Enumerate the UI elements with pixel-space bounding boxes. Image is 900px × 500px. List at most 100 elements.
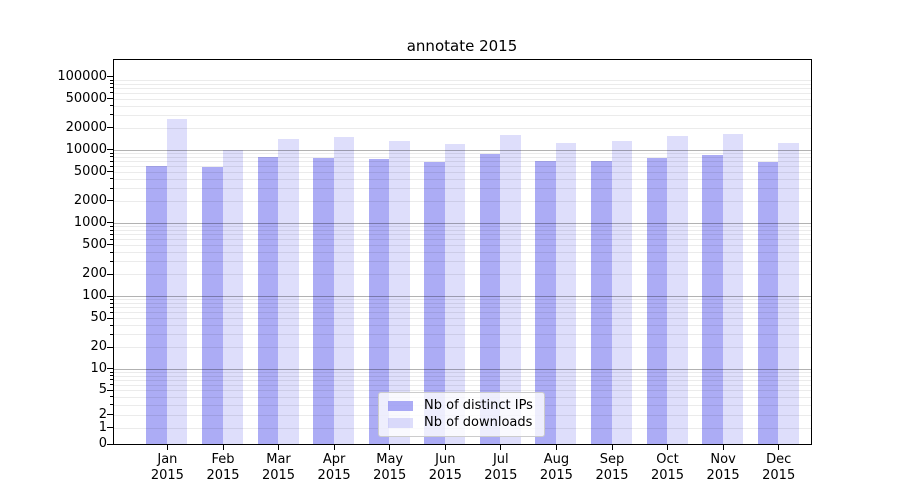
y-minor-tick: [110, 178, 113, 180]
y-axis-tick-label: 200: [82, 266, 107, 281]
y-minor-tick: [110, 251, 113, 253]
bar-downloads: [778, 142, 799, 444]
y-minor-tick: [110, 79, 113, 81]
y-minor-tick: [110, 302, 113, 304]
gridline: [114, 390, 811, 392]
x-axis-tick-label: Oct 2015: [650, 452, 685, 483]
gridline: [114, 296, 811, 297]
y-minor-tick: [110, 379, 113, 381]
x-tick: [611, 445, 613, 450]
bar-downloads: [611, 140, 632, 444]
bar-downloads: [166, 119, 188, 444]
gridline: [114, 379, 811, 381]
y-minor-tick: [110, 233, 113, 235]
gridline: [114, 318, 811, 319]
gridline: [114, 188, 811, 189]
gridline: [114, 347, 811, 349]
bar-distinct-ips: [368, 158, 390, 444]
y-minor-tick: [110, 384, 113, 386]
y-axis-tick-label: 500: [82, 236, 107, 252]
y-minor-tick: [110, 87, 113, 89]
x-axis-tick-label: Feb 2015: [206, 452, 240, 483]
y-minor-tick: [110, 238, 113, 240]
gridline: [114, 127, 811, 129]
gridline: [114, 114, 811, 116]
x-tick: [278, 445, 279, 450]
y-axis-tick-label: 100000: [57, 68, 107, 84]
gridline: [114, 303, 811, 305]
chart-title: annotate 2015: [406, 37, 518, 55]
y-tick: [107, 149, 113, 151]
y-minor-tick: [110, 156, 113, 158]
gridline: [114, 274, 811, 275]
gridline: [114, 105, 811, 107]
plot-area: [113, 59, 812, 445]
bar-distinct-ips: [646, 157, 667, 444]
legend-item-downloads: Nb of downloads: [388, 415, 535, 433]
y-tick: [107, 200, 113, 202]
bar-distinct-ips: [202, 167, 223, 444]
bar-downloads: [389, 141, 410, 444]
y-minor-tick: [110, 160, 113, 162]
gridline: [114, 156, 811, 158]
gridline: [114, 230, 811, 231]
y-axis-tick-label: 20: [90, 339, 107, 355]
y-minor-tick: [110, 298, 113, 300]
y-minor-tick: [110, 306, 113, 308]
bar-downloads: [333, 136, 355, 444]
gridline: [114, 307, 811, 309]
y-tick: [107, 127, 113, 129]
y-tick: [107, 171, 113, 173]
y-minor-tick: [110, 324, 113, 326]
gridline: [114, 161, 811, 163]
x-tick: [222, 445, 224, 450]
x-tick: [444, 445, 446, 450]
gridline: [114, 375, 811, 377]
bar-downloads: [722, 134, 744, 444]
y-axis-tick-label: 10000: [65, 141, 107, 157]
bar-distinct-ips: [757, 161, 779, 444]
gridline: [114, 234, 811, 236]
gridlines: [114, 60, 811, 444]
x-tick: [166, 445, 168, 450]
gridline: [114, 325, 811, 327]
y-axis-tick-label: 100: [82, 288, 107, 303]
y-minor-tick: [110, 83, 113, 85]
x-tick: [333, 445, 335, 450]
gridline: [114, 80, 811, 81]
y-axis-tick-label: 2000: [73, 192, 107, 208]
y-tick: [107, 346, 113, 348]
y-axis-tick-label: 50000: [65, 90, 107, 106]
y-minor-tick: [110, 311, 113, 313]
y-axis-tick-label: 20000: [65, 119, 107, 135]
y-tick: [107, 427, 113, 429]
y-tick: [107, 414, 113, 416]
bar-distinct-ips: [313, 158, 334, 444]
gridline: [114, 166, 811, 167]
legend: Nb of distinct IPs Nb of downloads: [378, 392, 545, 437]
y-axis-tick-label: 5000: [73, 163, 107, 179]
legend-swatch-distinct-ips: [388, 400, 413, 411]
x-tick: [389, 445, 391, 450]
gridline: [114, 98, 811, 100]
y-minor-tick: [110, 187, 113, 189]
y-minor-tick: [110, 333, 113, 335]
x-axis-tick-label: Nov 2015: [706, 452, 740, 483]
gridline: [114, 261, 811, 263]
y-minor-tick: [110, 165, 113, 167]
y-minor-tick: [110, 229, 113, 231]
gridline: [114, 83, 811, 85]
y-minor-tick: [110, 225, 113, 227]
x-axis-tick-label: Apr 2015: [317, 452, 351, 483]
gridline: [114, 226, 811, 228]
gridline: [114, 239, 811, 241]
y-minor-tick: [110, 371, 113, 373]
gridline: [114, 222, 811, 224]
y-minor-tick: [110, 114, 113, 116]
y-tick: [107, 273, 113, 275]
y-tick: [107, 443, 113, 445]
gridline: [114, 178, 811, 180]
bar-downloads: [667, 136, 688, 444]
y-tick: [107, 98, 113, 100]
